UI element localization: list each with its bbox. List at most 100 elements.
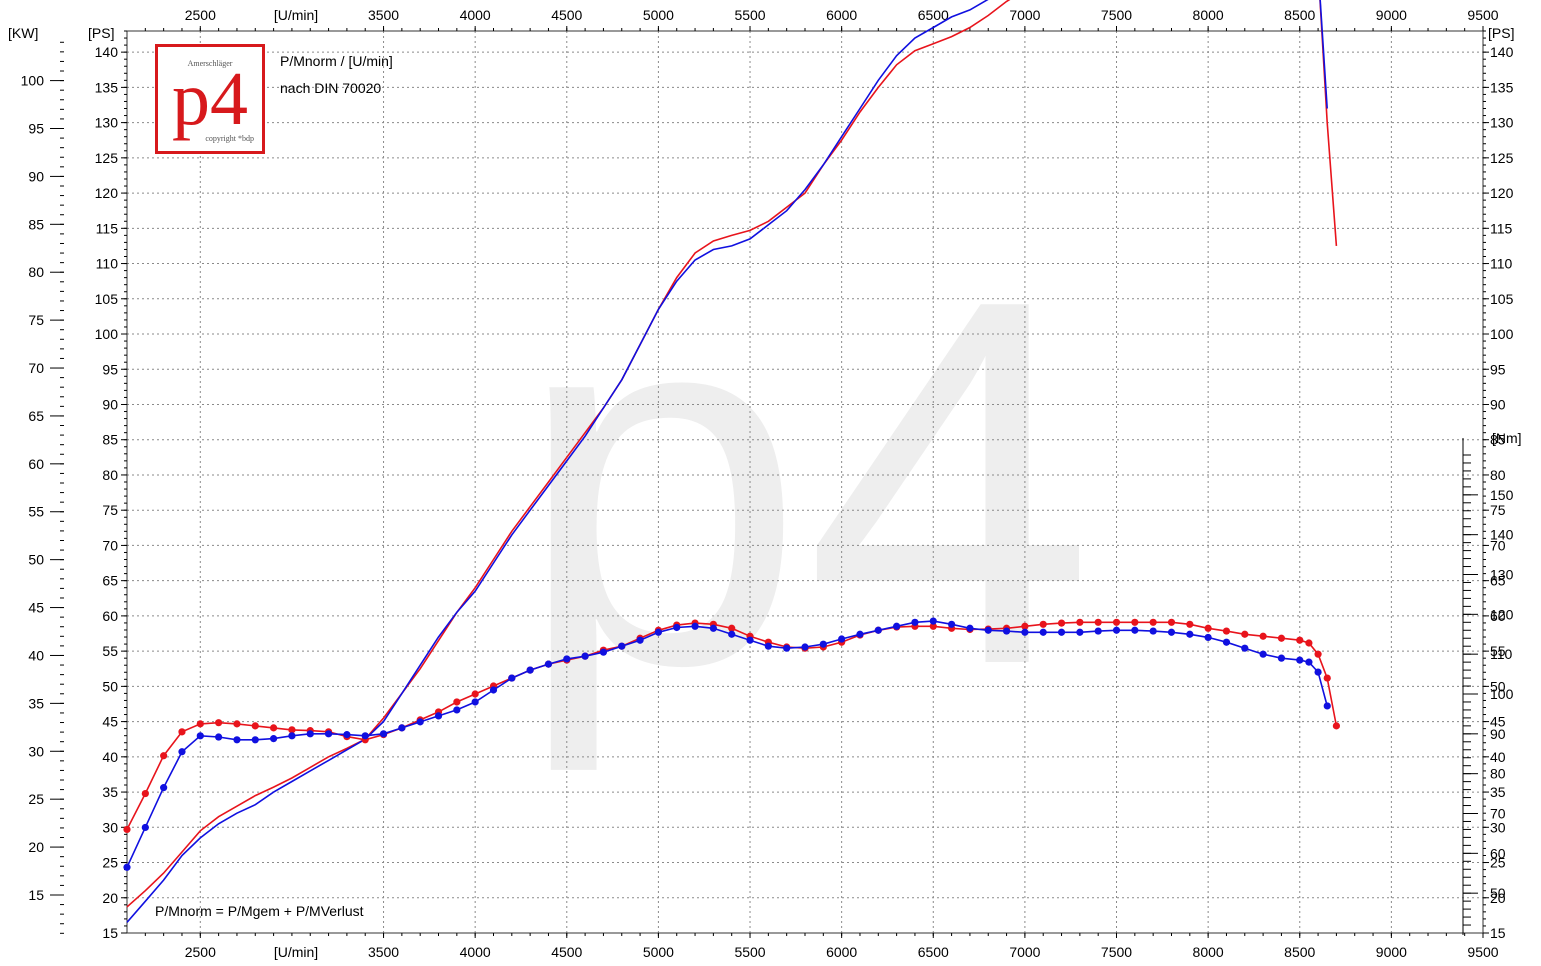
- kw-tick-label: 55: [28, 504, 44, 520]
- x-tick-label-bottom: 5500: [734, 944, 765, 960]
- ps-tick-label-left: 25: [102, 855, 118, 871]
- torque-point-blue: [581, 652, 589, 660]
- torque-point-blue: [1186, 630, 1194, 638]
- ps-tick-label-right: 95: [1490, 361, 1506, 377]
- x-tick-label-bottom: 4000: [460, 944, 491, 960]
- torque-point-red: [196, 720, 204, 728]
- torque-point-red: [471, 690, 479, 698]
- ps-tick-label-left: 85: [102, 432, 118, 448]
- torque-point-blue: [673, 623, 681, 632]
- ps-axis-unit-right: [PS]: [1488, 25, 1514, 41]
- nm-tick-label: 80: [1490, 766, 1506, 782]
- kw-axis-unit: [KW]: [8, 25, 38, 41]
- torque-point-blue: [618, 642, 626, 650]
- x-tick-label-top: 9000: [1376, 7, 1407, 23]
- x-tick-label-bottom: 9500: [1467, 944, 1498, 960]
- ps-tick-label-left: 125: [95, 150, 119, 166]
- axis-ticks: 2500 2500 3500 3500 4000 4000 4500 4500 5000 5000…: [21, 7, 1514, 960]
- torque-point-blue: [838, 635, 846, 643]
- torque-point-red: [1241, 630, 1249, 638]
- torque-point-blue: [544, 660, 553, 668]
- ps-tick-label-left: 55: [102, 643, 118, 659]
- torque-point-red: [1057, 619, 1066, 627]
- torque-point-blue: [416, 718, 424, 726]
- ps-tick-label-left: 60: [102, 608, 118, 624]
- ps-tick-label-right: 130: [1490, 115, 1514, 131]
- torque-point-red: [123, 825, 131, 834]
- torque-point-red: [1112, 618, 1121, 626]
- x-tick-label-bottom: 7500: [1101, 944, 1132, 960]
- ps-tick-label-right: 50: [1490, 678, 1506, 694]
- p4-logo: Amerschläger p4 copyright *bdp: [155, 44, 265, 154]
- logo-bottom-text: copyright *bdp: [205, 134, 254, 143]
- torque-point-blue: [819, 640, 827, 648]
- x-axis-unit-top: [U/min]: [274, 7, 318, 23]
- nm-tick-label: 70: [1490, 806, 1506, 822]
- kw-tick-label: 85: [28, 216, 44, 232]
- ps-tick-label-left: 105: [95, 291, 119, 307]
- torque-point-blue: [489, 686, 498, 694]
- nm-tick-label: 60: [1490, 845, 1506, 861]
- x-tick-label-bottom: 8000: [1193, 944, 1224, 960]
- ps-tick-label-right: 100: [1490, 326, 1514, 342]
- ps-tick-label-left: 140: [95, 44, 119, 60]
- torque-point-red: [1167, 618, 1176, 626]
- torque-point-blue: [1002, 627, 1011, 635]
- ps-tick-label-left: 100: [95, 326, 119, 342]
- torque-point-red: [160, 752, 168, 760]
- ps-tick-label-right: 75: [1490, 502, 1506, 518]
- torque-point-blue: [1259, 650, 1267, 658]
- nm-tick-label: 140: [1490, 527, 1514, 543]
- formula-note: P/Mnorm = P/Mgem + P/MVerlust: [155, 903, 364, 919]
- torque-point-blue: [123, 863, 131, 871]
- nm-tick-label: 90: [1490, 726, 1506, 742]
- torque-point-blue: [1039, 628, 1047, 636]
- torque-point-blue: [398, 724, 406, 732]
- kw-tick-label: 80: [28, 264, 44, 280]
- ps-tick-label-right: 65: [1490, 573, 1506, 589]
- nm-tick-label: 110: [1490, 646, 1513, 662]
- torque-point-blue: [160, 784, 168, 792]
- nm-tick-label: 130: [1490, 567, 1514, 583]
- ps-tick-label-left: 30: [102, 819, 118, 835]
- x-axis-unit-bottom: [U/min]: [274, 944, 318, 960]
- x-tick-label-top: 7500: [1101, 7, 1132, 23]
- ps-tick-label-right: 115: [1490, 220, 1513, 236]
- torque-point-blue: [563, 655, 571, 663]
- torque-point-blue: [1204, 633, 1212, 642]
- ps-tick-label-left: 110: [96, 256, 119, 272]
- kw-tick-label: 15: [28, 887, 44, 903]
- ps-tick-label-right: 25: [1490, 855, 1506, 871]
- torque-point-blue: [306, 730, 314, 738]
- torque-point-blue: [379, 730, 388, 738]
- ps-tick-label-right: 105: [1490, 291, 1514, 307]
- ps-tick-label-right: 15: [1490, 925, 1506, 941]
- torque-point-red: [1314, 650, 1322, 658]
- ps-tick-label-right: 70: [1490, 537, 1506, 553]
- x-tick-label-bottom: 3500: [368, 944, 399, 960]
- x-tick-label-top: 5500: [734, 7, 765, 23]
- torque-point-red: [178, 728, 186, 736]
- torque-point-blue: [141, 823, 149, 832]
- torque-point-blue: [984, 626, 992, 634]
- torque-point-blue: [874, 626, 882, 634]
- ps-tick-label-right: 85: [1490, 432, 1506, 448]
- torque-point-blue: [783, 644, 791, 652]
- ps-tick-label-right: 35: [1490, 784, 1506, 800]
- chart-grid: [127, 31, 1483, 933]
- torque-point-red: [1076, 618, 1084, 626]
- torque-point-blue: [508, 674, 516, 682]
- x-tick-label-bottom: 7000: [1009, 944, 1040, 960]
- torque-point-red: [1222, 627, 1231, 635]
- torque-point-blue: [691, 622, 699, 630]
- ps-tick-label-right: 45: [1490, 714, 1506, 730]
- x-tick-label-top: 6000: [826, 7, 857, 23]
- standard-note: nach DIN 70020: [280, 80, 381, 96]
- torque-point-blue: [1057, 628, 1066, 636]
- x-tick-label-top: 8000: [1193, 7, 1224, 23]
- torque-point-red: [288, 726, 296, 734]
- kw-tick-label: 100: [21, 73, 45, 89]
- torque-point-blue: [324, 730, 333, 738]
- ps-tick-label-right: 20: [1490, 890, 1506, 906]
- torque-point-red: [1296, 636, 1304, 644]
